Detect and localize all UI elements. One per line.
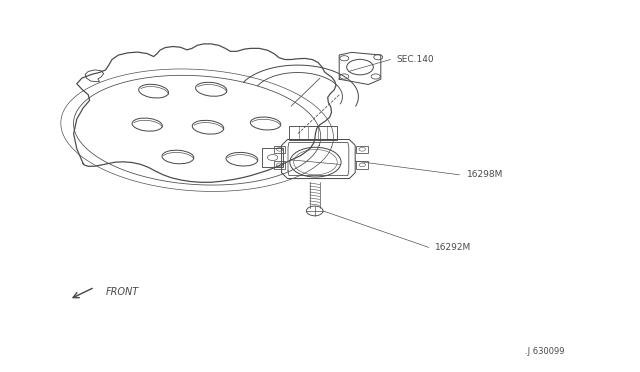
Text: 16292M: 16292M	[435, 243, 472, 252]
Bar	[274, 161, 285, 169]
Text: FRONT: FRONT	[106, 287, 139, 297]
Bar	[356, 145, 368, 153]
Bar	[274, 145, 285, 153]
Bar	[289, 126, 337, 140]
Text: SEC.140: SEC.140	[397, 55, 435, 64]
Bar	[262, 148, 283, 167]
Bar	[356, 161, 368, 169]
Text: 16298M: 16298M	[467, 170, 504, 179]
Text: .J 630099: .J 630099	[525, 347, 564, 356]
